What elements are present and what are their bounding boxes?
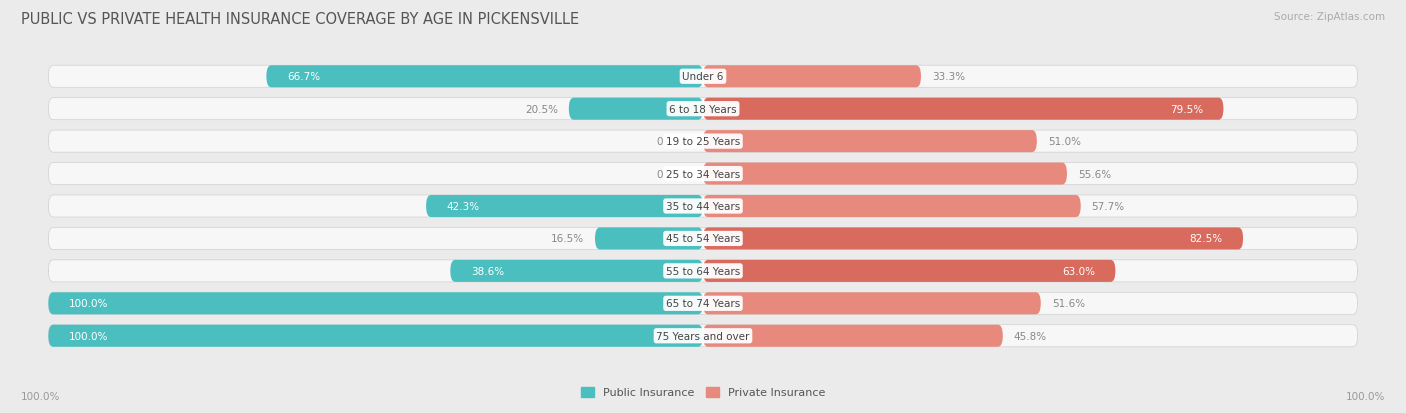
- Text: 16.5%: 16.5%: [551, 234, 583, 244]
- FancyBboxPatch shape: [426, 195, 703, 218]
- Text: 0.0%: 0.0%: [657, 137, 682, 147]
- FancyBboxPatch shape: [48, 292, 703, 315]
- Text: 45.8%: 45.8%: [1014, 331, 1047, 341]
- Text: 100.0%: 100.0%: [69, 299, 108, 309]
- FancyBboxPatch shape: [595, 228, 703, 250]
- Text: 55 to 64 Years: 55 to 64 Years: [666, 266, 740, 276]
- FancyBboxPatch shape: [703, 66, 921, 88]
- Text: 100.0%: 100.0%: [21, 391, 60, 401]
- Text: Source: ZipAtlas.com: Source: ZipAtlas.com: [1274, 12, 1385, 22]
- FancyBboxPatch shape: [48, 228, 1358, 250]
- Text: 51.6%: 51.6%: [1052, 299, 1085, 309]
- FancyBboxPatch shape: [266, 66, 703, 88]
- FancyBboxPatch shape: [48, 325, 1358, 347]
- FancyBboxPatch shape: [48, 163, 1358, 185]
- FancyBboxPatch shape: [703, 98, 1223, 121]
- Text: 6 to 18 Years: 6 to 18 Years: [669, 104, 737, 114]
- Text: 55.6%: 55.6%: [1078, 169, 1111, 179]
- FancyBboxPatch shape: [703, 260, 1115, 282]
- Text: 33.3%: 33.3%: [932, 72, 965, 82]
- FancyBboxPatch shape: [703, 163, 1067, 185]
- FancyBboxPatch shape: [703, 228, 1243, 250]
- FancyBboxPatch shape: [569, 98, 703, 121]
- Text: 0.0%: 0.0%: [657, 169, 682, 179]
- FancyBboxPatch shape: [703, 292, 1040, 315]
- Text: Under 6: Under 6: [682, 72, 724, 82]
- Text: 20.5%: 20.5%: [524, 104, 558, 114]
- FancyBboxPatch shape: [703, 195, 1081, 218]
- Text: 51.0%: 51.0%: [1047, 137, 1081, 147]
- FancyBboxPatch shape: [48, 260, 1358, 282]
- FancyBboxPatch shape: [703, 325, 1002, 347]
- Text: 65 to 74 Years: 65 to 74 Years: [666, 299, 740, 309]
- Text: 57.7%: 57.7%: [1091, 202, 1125, 211]
- Text: 79.5%: 79.5%: [1170, 104, 1204, 114]
- Text: PUBLIC VS PRIVATE HEALTH INSURANCE COVERAGE BY AGE IN PICKENSVILLE: PUBLIC VS PRIVATE HEALTH INSURANCE COVER…: [21, 12, 579, 27]
- FancyBboxPatch shape: [48, 195, 1358, 218]
- Text: 100.0%: 100.0%: [1346, 391, 1385, 401]
- FancyBboxPatch shape: [703, 131, 1036, 153]
- FancyBboxPatch shape: [48, 98, 1358, 121]
- Text: 35 to 44 Years: 35 to 44 Years: [666, 202, 740, 211]
- FancyBboxPatch shape: [48, 292, 1358, 315]
- Text: 100.0%: 100.0%: [69, 331, 108, 341]
- Legend: Public Insurance, Private Insurance: Public Insurance, Private Insurance: [576, 382, 830, 402]
- Text: 66.7%: 66.7%: [287, 72, 321, 82]
- FancyBboxPatch shape: [48, 131, 1358, 153]
- Text: 25 to 34 Years: 25 to 34 Years: [666, 169, 740, 179]
- FancyBboxPatch shape: [48, 325, 703, 347]
- Text: 82.5%: 82.5%: [1189, 234, 1223, 244]
- Text: 63.0%: 63.0%: [1062, 266, 1095, 276]
- Text: 45 to 54 Years: 45 to 54 Years: [666, 234, 740, 244]
- Text: 75 Years and over: 75 Years and over: [657, 331, 749, 341]
- Text: 38.6%: 38.6%: [471, 266, 503, 276]
- FancyBboxPatch shape: [48, 66, 1358, 88]
- Text: 42.3%: 42.3%: [447, 202, 479, 211]
- FancyBboxPatch shape: [450, 260, 703, 282]
- Text: 19 to 25 Years: 19 to 25 Years: [666, 137, 740, 147]
